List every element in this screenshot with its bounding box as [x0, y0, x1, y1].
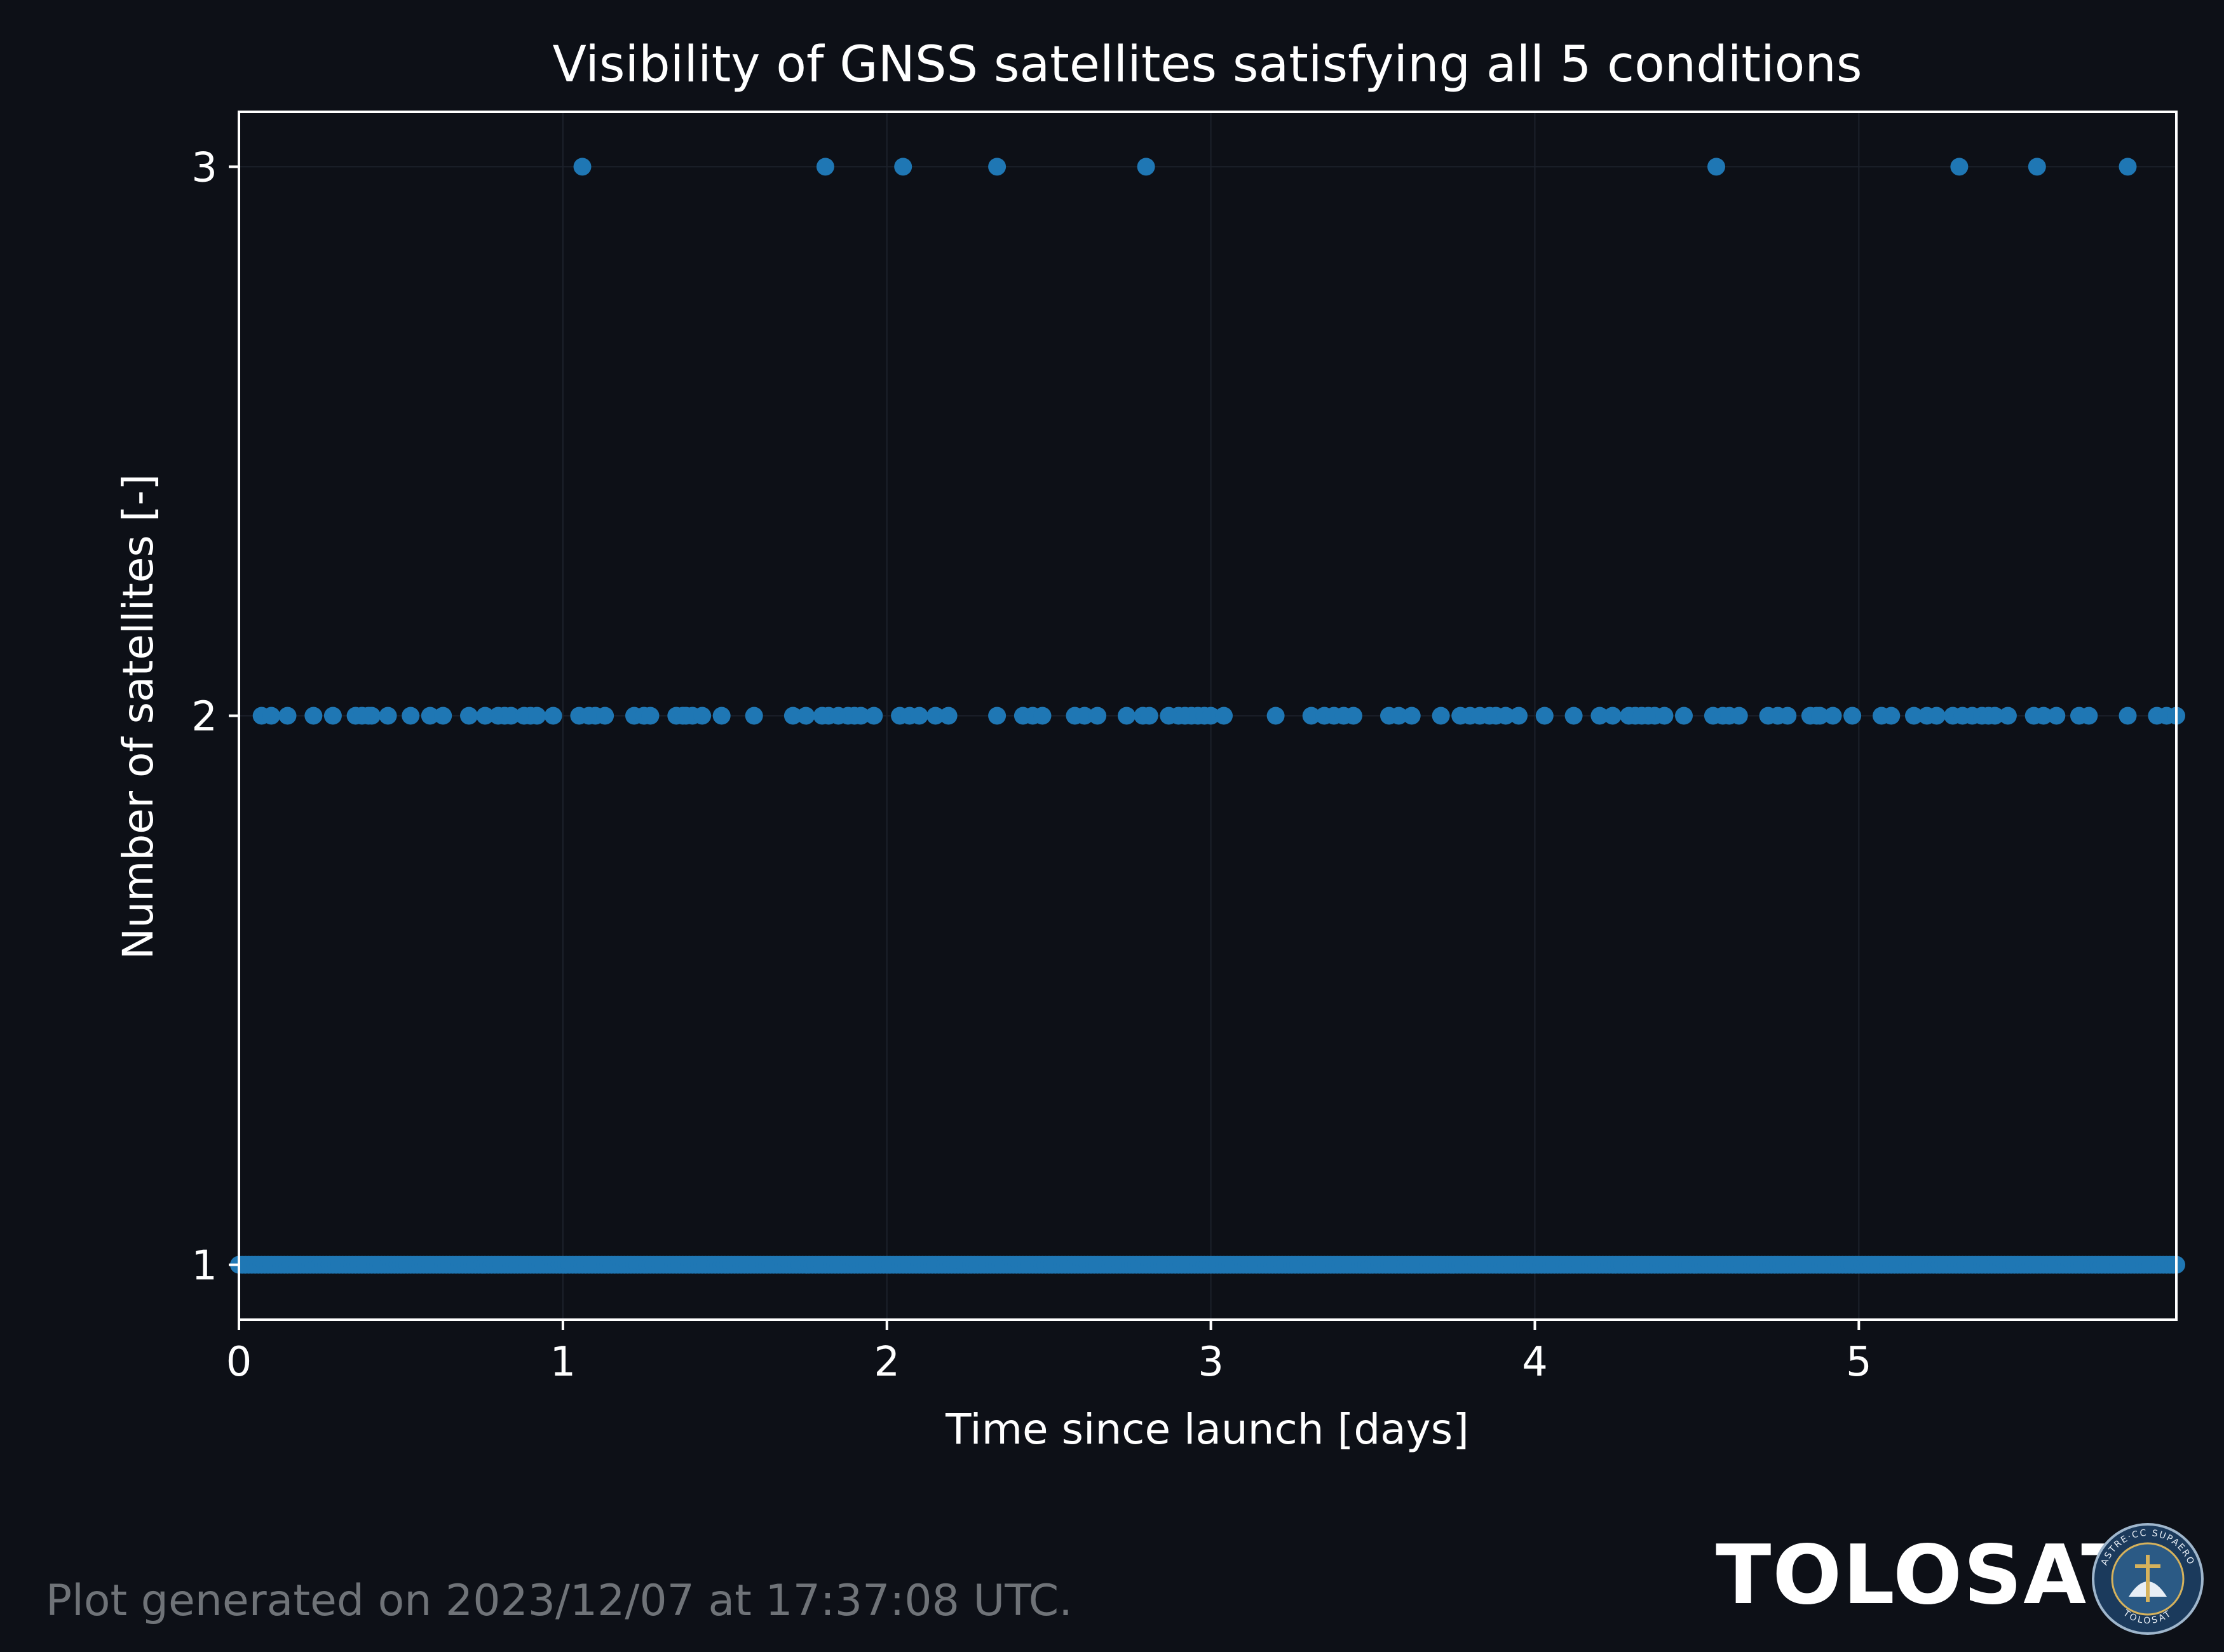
x-tick-label: 5 [1846, 1339, 1872, 1386]
data-point [2035, 707, 2052, 725]
data-point [1824, 707, 1842, 725]
data-point [544, 707, 562, 725]
data-point [2119, 158, 2137, 176]
data-point [502, 707, 520, 725]
data-point [1215, 707, 1233, 725]
data-point [693, 707, 712, 725]
data-point [1432, 707, 1450, 725]
tolosat-logo-icon: ASTRE·CC SUPAERO TOLOSAT [2092, 1523, 2204, 1635]
data-point [379, 707, 397, 725]
data-point [2119, 707, 2137, 725]
data-point [894, 158, 912, 176]
data-point [1510, 707, 1528, 725]
data-point [1118, 707, 1136, 725]
data-point [278, 707, 297, 725]
y-tick-label: 2 [191, 694, 217, 741]
x-tick-label: 4 [1522, 1339, 1548, 1386]
data-point [363, 707, 381, 725]
data-point [1088, 707, 1107, 725]
data-point [1927, 707, 1946, 725]
data-point [476, 707, 494, 725]
data-point [1033, 707, 1052, 725]
data-point [1140, 707, 1158, 725]
data-point [926, 707, 945, 725]
data-point [573, 158, 592, 176]
data-point [1075, 707, 1094, 725]
data-point [865, 707, 883, 725]
y-tick-label: 1 [191, 1243, 217, 1290]
data-point [1390, 707, 1408, 725]
data-point [1675, 707, 1693, 725]
data-point [1402, 707, 1421, 725]
x-tick-label: 0 [226, 1339, 252, 1386]
data-point [528, 707, 546, 725]
data-point [1137, 158, 1155, 176]
tolosat-wordmark: TOLOSAT [1716, 1528, 2138, 1623]
data-point [1603, 707, 1622, 725]
data-point [2028, 158, 2046, 176]
data-point [1564, 707, 1583, 725]
data-point [1590, 707, 1609, 725]
data-points [230, 158, 2185, 1274]
data-point [988, 707, 1007, 725]
data-point [641, 707, 660, 725]
data-point [323, 707, 342, 725]
data-point [2047, 707, 2066, 725]
data-point [988, 158, 1007, 176]
data-point [1998, 707, 2017, 725]
data-point [1779, 707, 1797, 725]
data-point [910, 707, 928, 725]
data-point [1811, 707, 1829, 725]
data-point [1905, 707, 1923, 725]
data-point [1302, 707, 1320, 725]
y-tick-label: 3 [191, 144, 217, 191]
generated-timestamp: Plot generated on 2023/12/07 at 17:37:08… [46, 1576, 1073, 1626]
data-point [1344, 707, 1362, 725]
data-point [1496, 707, 1515, 725]
data-point [1843, 707, 1862, 725]
data-point [421, 707, 439, 725]
data-point [402, 707, 420, 725]
data-point [745, 707, 763, 725]
data-point [797, 707, 815, 725]
data-point [1950, 158, 1969, 176]
x-tick-label: 2 [874, 1339, 900, 1386]
axis-ticks: 0 1 2 3 4 5 1 2 3 [191, 144, 1871, 1386]
data-point [939, 707, 958, 725]
data-point [304, 707, 323, 725]
data-point [1535, 707, 1554, 725]
data-point [1707, 158, 1725, 176]
data-point [1202, 707, 1220, 725]
data-point [460, 707, 478, 725]
x-tick-label: 1 [550, 1339, 576, 1386]
x-axis-label: Time since launch [days] [945, 1405, 1469, 1454]
data-point [712, 707, 731, 725]
data-point [1986, 707, 2004, 725]
data-point [851, 707, 870, 725]
x-tick-label: 3 [1198, 1339, 1224, 1386]
data-point [596, 707, 614, 725]
data-point [434, 707, 452, 725]
data-point [1730, 707, 1748, 725]
y-axis-label: Number of satellites [-] [114, 474, 163, 959]
data-point [2080, 707, 2098, 725]
data-point [783, 707, 802, 725]
data-point [1655, 707, 1674, 725]
data-point [816, 158, 834, 176]
data-point [1266, 707, 1285, 725]
data-point [262, 707, 280, 725]
chart-title: Visibility of GNSS satellites satisfying… [553, 36, 1862, 93]
data-point [1882, 707, 1901, 725]
